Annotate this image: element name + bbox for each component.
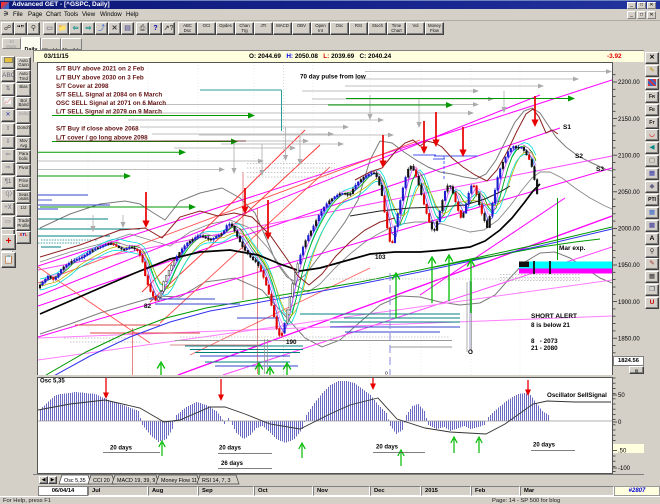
svg-text:Mar exp.: Mar exp. xyxy=(559,245,586,252)
svg-text:O: O xyxy=(468,349,473,356)
svg-text:S2: S2 xyxy=(575,153,583,160)
svg-text:.50: .50 xyxy=(618,449,627,455)
svg-text:2100.00: 2100.00 xyxy=(618,153,640,159)
svg-text:20 days: 20 days xyxy=(219,446,242,452)
svg-text:MACD 19, 39, 9: MACD 19, 39, 9 xyxy=(117,478,155,484)
svg-text:o: o xyxy=(385,371,388,376)
svg-text:S/T SELL Signal at 2084 on 6 M: S/T SELL Signal at 2084 on 6 March xyxy=(56,91,162,98)
svg-text:OSC SELL Signal at 2071 on 6 M: OSC SELL Signal at 2071 on 6 March xyxy=(56,100,166,107)
svg-text:26 days: 26 days xyxy=(221,461,244,467)
svg-text:103: 103 xyxy=(375,254,386,261)
svg-text:Osc 5,35: Osc 5,35 xyxy=(64,478,86,484)
svg-text:2000.00: 2000.00 xyxy=(618,227,640,233)
svg-text:20 days: 20 days xyxy=(110,446,133,452)
svg-text:-100: -100 xyxy=(618,466,631,472)
svg-text:L/T SELL Signal at 2079 on 9 M: L/T SELL Signal at 2079 on 9 March xyxy=(56,108,162,115)
svg-text:0: 0 xyxy=(618,420,622,426)
svg-text:CCI 20: CCI 20 xyxy=(93,478,110,484)
svg-text:Money Flow 11: Money Flow 11 xyxy=(161,478,197,484)
svg-text:S1: S1 xyxy=(563,124,571,131)
svg-text:1900.00: 1900.00 xyxy=(618,300,640,306)
svg-text:2200.00: 2200.00 xyxy=(618,80,640,86)
svg-text:70 day pulse from low: 70 day pulse from low xyxy=(300,74,366,81)
svg-text:Osc 5,35: Osc 5,35 xyxy=(40,379,65,385)
svg-text:2150.00: 2150.00 xyxy=(618,117,640,123)
svg-text:190: 190 xyxy=(286,339,297,346)
svg-text:1850.00: 1850.00 xyxy=(618,336,640,342)
svg-text:RSI 14, 7, 3: RSI 14, 7, 3 xyxy=(202,478,230,484)
svg-text:Oscillator SellSignal: Oscillator SellSignal xyxy=(547,392,607,399)
svg-text:8 - 2073: 8 - 2073 xyxy=(531,338,558,345)
svg-text:21 - 2080: 21 - 2080 xyxy=(531,345,558,352)
svg-text:8 is below 21: 8 is below 21 xyxy=(531,322,570,329)
svg-text:50: 50 xyxy=(618,393,625,399)
svg-text:1950.00: 1950.00 xyxy=(618,263,640,269)
svg-text:L/T cover / go long above 2098: L/T cover / go long above 2098 xyxy=(56,134,148,141)
svg-text:S3: S3 xyxy=(596,166,604,173)
svg-text:20 days: 20 days xyxy=(376,445,399,451)
svg-text:S/T Buy if close above 2068: S/T Buy if close above 2068 xyxy=(56,126,139,133)
svg-text:L/T BUY above 2030 on 3 Feb: L/T BUY above 2030 on 3 Feb xyxy=(56,74,144,81)
svg-text:2050.00: 2050.00 xyxy=(618,190,640,196)
svg-text:S/T BUY above 2021 on 2 Feb: S/T BUY above 2021 on 2 Feb xyxy=(56,66,144,73)
svg-text:S/T Cover at 2098: S/T Cover at 2098 xyxy=(56,83,109,90)
svg-text:82: 82 xyxy=(144,303,152,310)
svg-text:20 days: 20 days xyxy=(533,443,556,449)
svg-text:SHORT ALERT: SHORT ALERT xyxy=(531,313,577,320)
